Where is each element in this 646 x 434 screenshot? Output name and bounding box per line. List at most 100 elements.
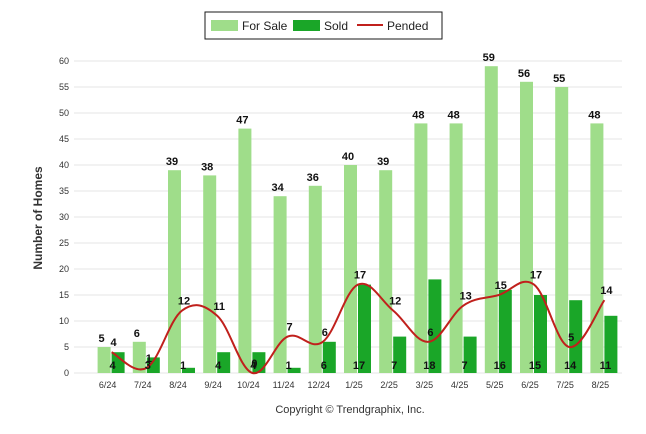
bar-for-sale [238, 128, 252, 373]
label-for-sale: 6 [134, 328, 140, 340]
label-pended: 13 [459, 290, 471, 302]
x-tick-label: 8/24 [169, 380, 187, 390]
bar-sold [358, 284, 371, 373]
label-pended: 1 [146, 353, 152, 365]
x-tick-label: 2/25 [380, 380, 398, 390]
x-tick-label: 11/24 [273, 380, 295, 390]
bar-for-sale [344, 165, 357, 373]
bar-sold [534, 295, 547, 373]
label-sold: 1 [286, 360, 292, 372]
legend-swatch-for-sale [211, 20, 238, 31]
label-for-sale: 59 [483, 52, 495, 64]
bar-sold [498, 289, 512, 373]
label-for-sale: 39 [166, 156, 178, 168]
bar-for-sale [449, 123, 463, 374]
x-axis: 6/24 7/24 8/24 9/24 10/24 11/24 12/24 1/25 2/25 3… [99, 380, 609, 390]
label-sold: 4 [110, 360, 117, 372]
label-for-sale: 48 [412, 109, 424, 121]
label-pended: 11 [213, 301, 225, 313]
legend-label-for-sale: For Sale [242, 19, 288, 33]
bar-for-sale [520, 81, 533, 374]
label-pended: 12 [389, 296, 401, 308]
label-pended: 17 [354, 270, 366, 282]
pended-series [111, 280, 606, 375]
label-sold: 3 [145, 360, 151, 372]
label-for-sale: 39 [377, 156, 389, 168]
bar-for-sale [590, 123, 604, 374]
label-sold: 4 [215, 360, 222, 372]
y-tick-label: 50 [59, 108, 69, 118]
y-tick-label: 15 [59, 290, 69, 300]
label-sold: 16 [494, 360, 506, 372]
bar-sold [393, 336, 407, 373]
bar-for-sale [555, 87, 569, 373]
label-for-sale: 47 [236, 115, 248, 127]
x-tick-label: 9/24 [204, 380, 222, 390]
bar-for-sale [273, 196, 287, 373]
label-sold: 7 [462, 360, 468, 372]
label-for-sale: 48 [588, 109, 600, 121]
label-sold: 15 [529, 360, 541, 372]
x-tick-label: 6/25 [521, 380, 539, 390]
y-tick-label: 10 [59, 316, 69, 326]
label-sold: 4 [250, 360, 257, 372]
bar-for-sale [379, 170, 393, 373]
copyright-text: Copyright © Trendgraphix, Inc. [275, 404, 424, 416]
label-sold: 17 [353, 360, 365, 372]
label-pended: 12 [178, 296, 190, 308]
label-sold: 7 [391, 360, 397, 372]
bar-for-sale [203, 175, 217, 373]
label-pended: 6 [322, 327, 328, 339]
bar-sold [322, 341, 336, 373]
label-sold: 14 [564, 360, 577, 372]
x-tick-label: 7/25 [556, 380, 574, 390]
y-axis: 0 5 10 15 20 25 30 35 40 45 50 55 60 [59, 56, 69, 378]
legend-label-pended: Pended [387, 19, 428, 33]
label-sold: 6 [321, 360, 327, 372]
label-for-sale: 34 [271, 182, 284, 194]
x-tick-label: 12/24 [308, 380, 331, 390]
label-for-sale: 48 [447, 109, 459, 121]
x-tick-label: 6/24 [99, 380, 117, 390]
label-pended: 7 [287, 322, 293, 334]
legend: For Sale Sold Pended [204, 11, 443, 40]
label-for-sale: 36 [307, 172, 319, 184]
label-for-sale: 40 [342, 151, 354, 163]
bar-sold [182, 367, 195, 373]
label-pended: 0 [251, 358, 257, 370]
bar-for-sale [414, 123, 428, 374]
y-tick-label: 40 [59, 160, 69, 170]
x-tick-label: 8/25 [592, 380, 610, 390]
y-tick-label: 30 [59, 212, 69, 222]
x-tick-label: 3/25 [416, 380, 434, 390]
bar-for-sale [132, 341, 146, 373]
label-pended: 5 [568, 332, 574, 344]
legend-label-sold: Sold [324, 19, 348, 33]
bar-sold [217, 352, 231, 373]
y-tick-label: 20 [59, 264, 69, 274]
x-tick-label: 7/24 [134, 380, 152, 390]
label-pended: 4 [111, 337, 118, 349]
label-for-sale: 55 [553, 73, 565, 85]
label-sold: 11 [600, 360, 612, 372]
label-sold: 18 [423, 360, 435, 372]
bar-sold [428, 279, 442, 373]
label-sold: 1 [180, 360, 186, 372]
y-tick-label: 0 [64, 368, 69, 378]
bars [97, 66, 618, 374]
bar-sold [569, 300, 583, 373]
bar-sold [463, 336, 477, 373]
label-pended: 17 [530, 270, 542, 282]
y-tick-label: 60 [59, 56, 69, 66]
data-labels: 5446313911238411474034173666401717397124… [99, 52, 614, 372]
label-pended: 15 [495, 280, 507, 292]
y-axis-label: Number of Homes [31, 166, 45, 270]
y-tick-label: 5 [64, 342, 69, 352]
bar-for-sale [308, 185, 322, 373]
bar-sold [111, 352, 125, 373]
x-tick-label: 1/25 [345, 380, 363, 390]
legend-box [204, 11, 443, 40]
y-tick-label: 25 [59, 238, 69, 248]
bar-sold [287, 367, 301, 373]
